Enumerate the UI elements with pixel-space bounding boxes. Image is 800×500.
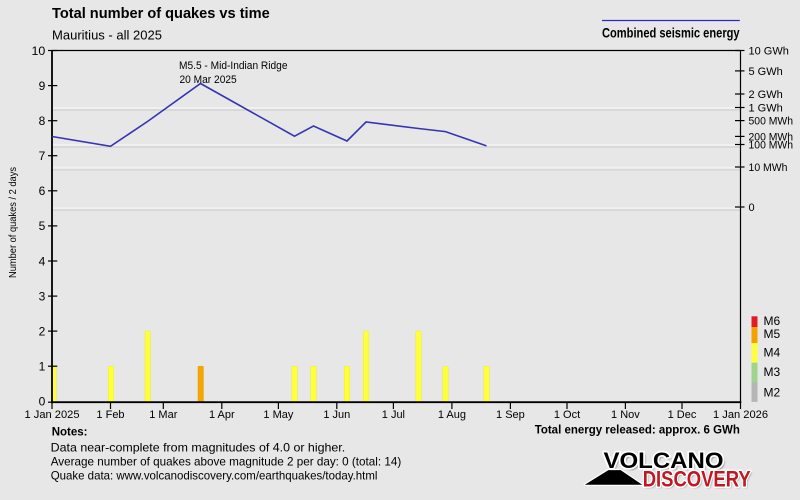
svg-text:VOLCANO: VOLCANO — [606, 450, 726, 475]
svg-text:Total number of quakes vs time: Total number of quakes vs time — [52, 5, 270, 22]
svg-text:DISCOVERY: DISCOVERY — [643, 467, 751, 492]
svg-text:Mauritius - all 2025: Mauritius - all 2025 — [52, 28, 162, 43]
svg-text:VOLCANO: VOLCANO — [604, 448, 724, 473]
svg-text:5: 5 — [39, 219, 46, 233]
svg-text:Number of quakes / 2 days: Number of quakes / 2 days — [7, 167, 19, 278]
svg-text:1 Sep: 1 Sep — [496, 409, 525, 421]
svg-text:1: 1 — [39, 360, 46, 374]
svg-text:200 MWh: 200 MWh — [749, 131, 794, 143]
svg-text:0: 0 — [749, 202, 755, 214]
svg-text:VOLCANO: VOLCANO — [604, 448, 724, 473]
svg-text:7: 7 — [39, 149, 46, 163]
svg-text:1 Aug: 1 Aug — [438, 409, 466, 421]
svg-text:Average number of quakes above: Average number of quakes above magnitude… — [51, 455, 402, 469]
svg-text:6: 6 — [39, 184, 46, 198]
svg-text:2: 2 — [39, 324, 46, 338]
svg-text:20 Mar 2025: 20 Mar 2025 — [180, 74, 237, 86]
svg-text:1 May: 1 May — [263, 409, 293, 421]
svg-text:M3: M3 — [764, 365, 781, 379]
svg-text:100 MWh: 100 MWh — [749, 139, 794, 151]
svg-text:M2: M2 — [764, 386, 781, 400]
svg-text:2 GWh: 2 GWh — [749, 89, 783, 101]
svg-text:1 Jan 2026: 1 Jan 2026 — [713, 409, 768, 421]
svg-text:Quake data: www.volcanodiscove: Quake data: www.volcanodiscovery.com/ear… — [51, 469, 378, 483]
svg-text:1 Jul: 1 Jul — [382, 409, 405, 421]
svg-text:4: 4 — [39, 254, 46, 268]
svg-text:DISCOVERY: DISCOVERY — [643, 467, 751, 492]
svg-text:9: 9 — [39, 79, 46, 93]
svg-text:500 MWh: 500 MWh — [749, 116, 794, 128]
svg-text:Total energy released: approx.: Total energy released: approx. 6 GWh — [535, 425, 740, 437]
svg-text:1 GWh: 1 GWh — [749, 102, 783, 114]
svg-text:Data near-complete from magnit: Data near-complete from magnitudes of 4.… — [51, 441, 346, 455]
svg-text:M4: M4 — [764, 346, 781, 360]
svg-text:M5: M5 — [764, 327, 781, 341]
svg-text:3: 3 — [39, 289, 46, 303]
svg-text:M5.5 - Mid-Indian Ridge: M5.5 - Mid-Indian Ridge — [179, 60, 288, 72]
svg-text:1 Mar: 1 Mar — [149, 409, 177, 421]
svg-text:1 Apr: 1 Apr — [209, 409, 235, 421]
svg-text:1 Feb: 1 Feb — [96, 409, 124, 421]
svg-text:Combined seismic energy: Combined seismic energy — [602, 25, 740, 40]
svg-text:10 GWh: 10 GWh — [749, 46, 789, 58]
svg-text:M6: M6 — [764, 314, 781, 328]
svg-text:1 Nov: 1 Nov — [611, 409, 640, 421]
svg-text:5 GWh: 5 GWh — [749, 66, 783, 78]
svg-text:10: 10 — [32, 44, 46, 58]
svg-text:10 MWh: 10 MWh — [749, 162, 788, 174]
svg-text:DISCOVERY: DISCOVERY — [644, 468, 752, 493]
svg-text:1 Oct: 1 Oct — [554, 409, 580, 421]
svg-text:0: 0 — [39, 395, 46, 409]
svg-text:1 Jan 2025: 1 Jan 2025 — [25, 409, 80, 421]
svg-text:Notes:: Notes: — [52, 426, 88, 438]
svg-text:1 Dec: 1 Dec — [668, 409, 697, 421]
svg-text:1 Jun: 1 Jun — [323, 409, 350, 421]
svg-text:8: 8 — [39, 114, 46, 128]
